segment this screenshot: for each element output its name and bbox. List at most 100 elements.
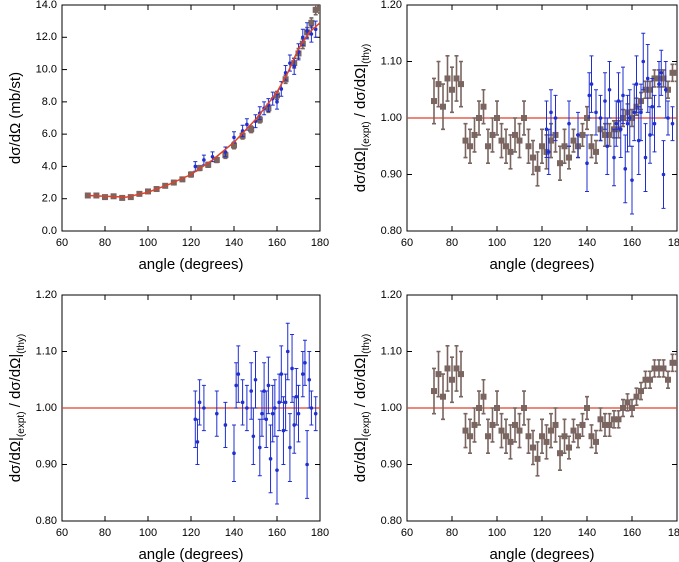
y-tick-label: 1.00	[381, 402, 402, 414]
data-point	[270, 411, 275, 416]
data-point	[260, 411, 264, 416]
data-point	[620, 405, 626, 411]
data-point	[602, 131, 608, 138]
data-point	[575, 433, 581, 440]
data-point	[561, 433, 568, 440]
data-point	[285, 349, 290, 354]
data-point	[647, 376, 653, 383]
data-point	[525, 143, 532, 150]
data-point	[498, 137, 505, 144]
data-point	[193, 164, 198, 169]
data-point	[231, 142, 237, 149]
data-point	[516, 427, 523, 434]
data-point	[253, 377, 258, 382]
y-axis-label-part: dσ/dΩ|	[7, 437, 24, 482]
data-point	[674, 69, 677, 76]
data-point	[262, 389, 266, 393]
data-point	[614, 121, 619, 126]
x-tick-label: 100	[139, 237, 157, 249]
data-point	[145, 188, 151, 195]
y-tick-label: 4.0	[42, 160, 57, 172]
plot-frame	[61, 4, 321, 232]
data-point	[642, 86, 649, 93]
data-point	[611, 416, 617, 423]
data-point	[251, 434, 256, 439]
data-point	[223, 423, 228, 427]
data-point	[584, 405, 590, 411]
data-point	[666, 116, 670, 120]
y-tick-label: 8.0	[42, 96, 57, 108]
data-point	[579, 421, 586, 428]
data-point	[232, 451, 236, 456]
data-point	[534, 455, 541, 462]
data-point	[548, 427, 554, 434]
x-axis-label: angle (degrees)	[138, 256, 243, 273]
data-point	[503, 433, 509, 440]
x-tick-label: 80	[99, 527, 111, 539]
data-point	[127, 194, 134, 201]
data-point	[660, 75, 667, 82]
data-point	[638, 388, 644, 395]
data-point	[205, 161, 212, 168]
data-point	[669, 359, 676, 366]
data-point	[621, 93, 625, 98]
panel: 60 80 100 120 140 160 180 0.80 0.90 1.00 1.10 1.20 a…	[7, 289, 329, 562]
data-point	[539, 143, 545, 150]
x-tick-label: 60	[56, 237, 68, 249]
data-point	[301, 372, 305, 376]
data-point	[534, 165, 541, 172]
data-point	[643, 155, 648, 160]
data-point	[444, 75, 451, 82]
y-axis-label-part: (expt)	[361, 121, 372, 147]
data-point	[566, 154, 572, 161]
data-point	[618, 127, 623, 132]
x-tick-label: 140	[225, 527, 243, 539]
data-point	[462, 427, 469, 434]
data-point	[309, 406, 314, 410]
data-point	[669, 69, 676, 76]
y-tick-label: 0.80	[381, 515, 402, 527]
data-point	[661, 172, 666, 177]
y-tick-label: 10.0	[36, 63, 57, 75]
data-point	[530, 154, 536, 161]
y-tick-label: 1.20	[381, 0, 402, 11]
y-axis-label-part: (thy)	[361, 334, 372, 354]
y-tick-label: 14.0	[36, 0, 57, 11]
x-tick-label: 80	[446, 237, 458, 249]
error-bar	[318, 5, 320, 14]
data-point	[489, 421, 496, 428]
x-tick-label: 160	[268, 237, 286, 249]
x-tick-label: 180	[311, 237, 329, 249]
data-point	[480, 103, 487, 110]
data-point	[305, 462, 309, 467]
panel: 60 80 100 120 140 160 180 0.80 0.90 1.00 1.10 1.20 a…	[352, 0, 679, 273]
y-axis-label-part: dσ/dΩ|	[352, 147, 369, 192]
plot-area	[407, 32, 677, 215]
data-point	[197, 400, 202, 405]
data-point	[651, 365, 658, 372]
data-point	[102, 194, 108, 201]
y-tick-label: 1.10	[381, 345, 402, 357]
data-point	[544, 127, 549, 132]
panel: 60 80 100 120 140 160 180 0.0 2.0 4.0 6.0 8.0 10.0 12…	[7, 0, 329, 273]
data-point	[659, 71, 664, 75]
data-point	[606, 131, 613, 138]
data-point	[471, 131, 478, 138]
data-point	[458, 81, 464, 88]
data-point	[234, 383, 238, 388]
data-point	[431, 98, 437, 105]
y-axis-label: dσ/dΩ (mb/st)	[7, 72, 24, 164]
data-point	[606, 421, 613, 428]
data-point	[624, 399, 631, 406]
data-point	[494, 405, 500, 411]
data-point	[312, 6, 319, 13]
data-point	[307, 377, 312, 382]
y-tick-label: 1.00	[36, 402, 57, 414]
data-point	[598, 116, 603, 120]
data-point	[588, 143, 595, 150]
data-point	[607, 87, 612, 92]
data-point	[670, 121, 675, 126]
data-point	[301, 35, 305, 40]
y-axis-label-part: (expt)	[16, 411, 27, 437]
data-point	[317, 5, 320, 12]
